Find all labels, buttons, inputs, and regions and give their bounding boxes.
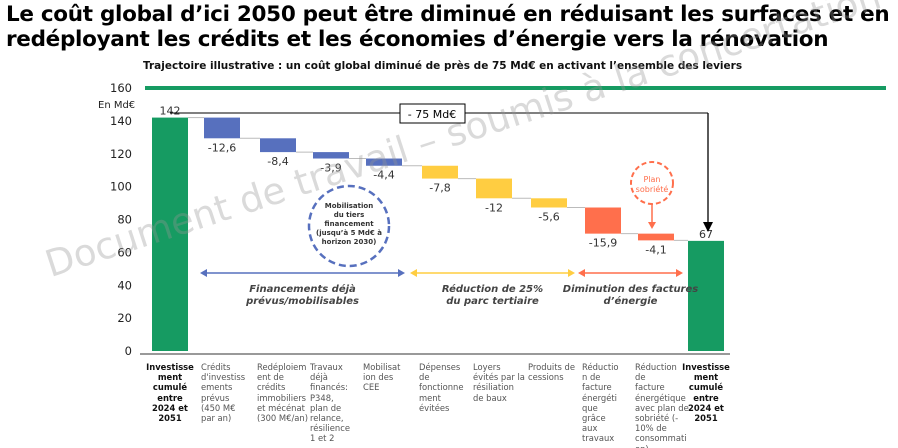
tiers-financement-circle xyxy=(307,184,391,268)
title-line-1: Le coût global d’ici 2050 peut être dimi… xyxy=(6,2,890,27)
data-label: -5,6 xyxy=(538,211,559,224)
category-label: Réduction de facture énergétique avec plan … xyxy=(635,362,689,448)
arrow-down-icon xyxy=(648,222,656,229)
bar xyxy=(476,178,512,199)
category-label: Redéploiem ent de crédits immobiliers et méc… xyxy=(257,362,308,424)
title-line-2: redéployant les crédits et les économies… xyxy=(6,27,829,52)
y-tick-label: 120 xyxy=(110,147,132,161)
category-label: Réductio n de facture énergéti que grâce aux tr… xyxy=(582,362,619,444)
tiers-financement-text: du tiers xyxy=(334,211,365,219)
arrow-left-icon xyxy=(200,269,207,277)
arrow-right-icon xyxy=(568,269,575,277)
y-tick-label: 160 xyxy=(110,81,132,95)
y-tick-label: 60 xyxy=(117,245,132,259)
bar xyxy=(531,198,567,208)
category-label: Produits de cessions xyxy=(528,362,576,383)
arrow-left-icon xyxy=(410,269,417,277)
bar xyxy=(688,240,724,351)
category-label: Travaux déjà financés: P348, plan de relance,… xyxy=(310,362,350,444)
y-axis-label: En Md€ xyxy=(98,100,135,111)
y-tick-label: 20 xyxy=(117,311,132,325)
data-label: -4,1 xyxy=(645,243,666,256)
y-tick-label: 80 xyxy=(117,213,132,227)
group-label: Réduction de 25% xyxy=(442,283,543,295)
data-label: -12,6 xyxy=(208,141,236,154)
plan-sobriete-text: sobriété xyxy=(636,184,669,194)
group-label: Financements déjà xyxy=(249,283,356,295)
chart-title: Trajectoire illustrative : un coût globa… xyxy=(143,60,743,72)
category-label: Investisse ment cumulé entre 2024 et 2051 xyxy=(146,362,194,424)
category-label: Mobilisat ion des CEE xyxy=(363,362,401,393)
reduction-label: - 75 Md€ xyxy=(408,108,456,121)
bar xyxy=(152,117,188,352)
reduction-box xyxy=(399,103,466,124)
data-label: -8,4 xyxy=(267,155,288,168)
arrow-right-icon xyxy=(676,269,683,277)
arrow-right-icon xyxy=(398,269,405,277)
group-label: du parc tertiaire xyxy=(446,296,539,307)
slide-title: Le coût global d’ici 2050 peut être dimi… xyxy=(6,2,890,52)
bar xyxy=(260,138,296,153)
group-label: prévus/mobilisables xyxy=(245,295,359,307)
data-label: 67 xyxy=(699,228,713,241)
bar xyxy=(638,233,674,241)
tiers-financement-text: horizon 2030) xyxy=(322,238,377,246)
y-tick-label: 100 xyxy=(110,180,132,194)
plan-sobriete-text: Plan xyxy=(643,175,660,184)
arrow-left-icon xyxy=(578,269,585,277)
group-label: Diminution des factures xyxy=(563,284,699,295)
data-label: -7,8 xyxy=(429,182,450,195)
arrow-head-icon xyxy=(703,222,713,232)
category-label: Dépenses de fonctionne ment évitées xyxy=(419,362,464,413)
tiers-financement-text: Mobilisation xyxy=(325,202,373,210)
data-label: 142 xyxy=(160,105,181,118)
bar xyxy=(366,158,402,166)
data-label: -3,9 xyxy=(320,162,341,175)
bar xyxy=(585,207,621,234)
bar xyxy=(422,165,458,179)
bar xyxy=(313,152,349,159)
category-label: Loyers évités par la résiliation de baux xyxy=(473,362,525,403)
group-label: d’énergie xyxy=(604,295,658,307)
y-tick-label: 40 xyxy=(117,278,132,292)
category-label: Crédits d'investiss ements prévus (450 M€ par… xyxy=(201,362,246,424)
tiers-financement-text: (jusqu’à 5 Md€ à xyxy=(316,229,382,237)
bar xyxy=(204,117,240,139)
data-label: -15,9 xyxy=(589,237,617,250)
data-label: -12 xyxy=(485,201,503,214)
tiers-financement-text: financement xyxy=(324,220,374,228)
data-label: -4,4 xyxy=(373,169,394,182)
y-tick-label: 140 xyxy=(110,114,132,128)
y-tick-label: 0 xyxy=(125,344,132,358)
category-label: Investisse ment cumulé entre 2024 et 2051 xyxy=(682,362,730,424)
